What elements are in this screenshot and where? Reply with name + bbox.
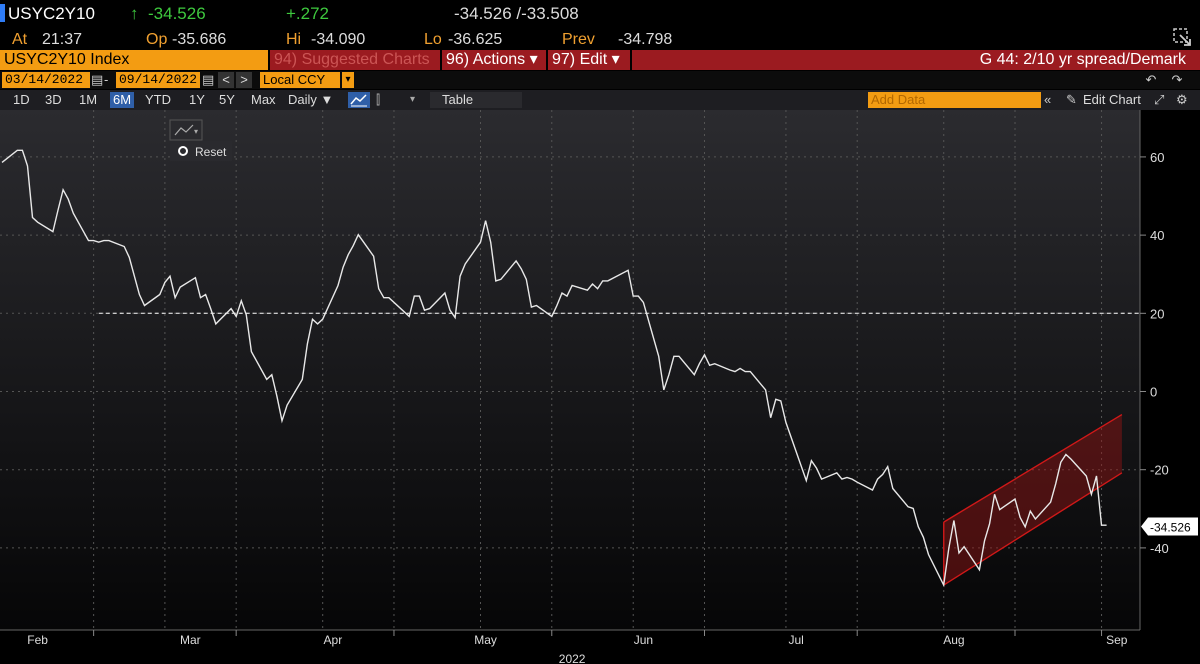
y-tick-label: -20 [1150, 463, 1169, 478]
period-button-3d[interactable]: 3D [45, 92, 62, 107]
x-tick-label: Aug [943, 633, 964, 647]
x-tick-label: Apr [324, 633, 343, 647]
expand-icon[interactable]: ⤢ [1154, 92, 1165, 107]
open-label: Op [146, 31, 168, 48]
y-tick-label: 40 [1150, 228, 1164, 243]
security-field[interactable]: USYC2Y10 Index [0, 50, 268, 70]
x-tick-label: Jun [634, 633, 653, 647]
bid-ask: -34.526 /-33.508 [454, 4, 579, 23]
last-value-tag [1141, 517, 1198, 536]
last-value-label: -34.526 [1150, 520, 1191, 534]
add-data-field[interactable]: Add Data [868, 92, 1041, 108]
end-calendar-icon[interactable]: ▤ [202, 72, 215, 87]
date-range-bar: 03/14/2022 ▤ - 09/14/2022 ▤ < > Local CC… [0, 71, 1200, 89]
chart-style-button[interactable] [169, 119, 203, 141]
net-change: +.272 [286, 4, 330, 23]
next-period-button[interactable]: > [236, 72, 252, 88]
export-icon[interactable] [1172, 27, 1192, 47]
security-flag [0, 4, 5, 22]
chart-style-dropdown-icon: ▾ [194, 127, 198, 136]
x-tick-label: Sep [1106, 633, 1128, 647]
prev-label: Prev [562, 31, 595, 48]
x-tick-label: Feb [27, 633, 48, 647]
high-value: -34.090 [311, 31, 366, 48]
low-label: Lo [424, 31, 442, 48]
redo-icon[interactable]: ↷ [1171, 72, 1183, 87]
period-bar: Daily ▼ ⫿ ▾ Table Add Data « ✎ Edit Char… [0, 90, 1200, 110]
reset-radio-icon [178, 146, 188, 156]
edit-menu[interactable]: 97) Edit ▾ [548, 50, 630, 70]
end-date-field[interactable]: 09/14/2022 [116, 72, 200, 88]
period-button-6m[interactable]: 6M [110, 92, 135, 108]
quote-stats: At 21:37 Op -35.686 Hi -34.090 Lo -36.62… [0, 27, 1200, 49]
table-button[interactable]: Table [430, 92, 522, 108]
pencil-icon[interactable]: ✎ [1066, 92, 1077, 107]
at-time: 21:37 [42, 31, 83, 48]
x-axis-ticks: Feb Mar Apr May Jun Jul Aug Sep 2022 [27, 630, 1128, 664]
last-value-marker: -34.526 [1141, 517, 1198, 536]
y-axis-ticks: 60 40 20 0 -20 -40 [1140, 150, 1169, 556]
x-tick-label: Mar [180, 633, 201, 647]
x-tick-label: Jul [788, 633, 803, 647]
reset-button[interactable] [170, 141, 232, 161]
quote-header: USYC2Y10 ↑ -34.526 +.272 -34.526 /-33.50… [0, 0, 1200, 28]
settings-gear-icon[interactable]: ⚙ [1176, 92, 1188, 107]
period-button-1d[interactable]: 1D [13, 92, 30, 107]
y-tick-label: -40 [1150, 541, 1169, 556]
previous-period-button[interactable]: < [218, 72, 234, 88]
high-label: Hi [286, 31, 302, 48]
bar-chart-icon[interactable]: ⫿ [376, 92, 381, 107]
chart-type-dropdown-icon[interactable]: ▾ [410, 94, 416, 105]
x-tick-label: May [474, 633, 497, 647]
chart-title: G 44: 2/10 yr spread/Demark [632, 50, 1200, 70]
actions-menu[interactable]: 96) Actions ▾ [442, 50, 546, 70]
collapse-icon[interactable]: « [1044, 92, 1052, 107]
currency-select[interactable]: Local CCY [260, 72, 340, 88]
edit-chart-button[interactable]: Edit Chart [1083, 92, 1141, 107]
at-label: At [12, 31, 28, 48]
suggested-charts-button[interactable]: 94) Suggested Charts [270, 50, 440, 70]
ticker[interactable]: USYC2Y10 [8, 4, 95, 23]
channel-fill [943, 414, 1122, 586]
y-tick-label: 20 [1150, 306, 1164, 321]
reset-label: Reset [195, 145, 227, 159]
channel-upper-line [943, 413, 1123, 523]
gridlines [0, 110, 1140, 630]
frequency-select[interactable]: Daily ▼ [288, 92, 334, 107]
period-button-max[interactable]: Max [251, 92, 276, 107]
y-tick-label: 0 [1150, 385, 1157, 400]
currency-dropdown-icon[interactable]: ▾ [342, 72, 354, 88]
y-tick-label: 60 [1150, 150, 1164, 165]
x-axis-year-label: 2022 [559, 652, 586, 664]
start-date-field[interactable]: 03/14/2022 [2, 72, 90, 88]
chart-overlay-controls: ▾ Reset [169, 119, 232, 161]
period-button-ytd[interactable]: YTD [145, 92, 171, 107]
line-chart-icon[interactable] [348, 92, 370, 108]
function-toolbar: USYC2Y10 Index 94) Suggested Charts 96) … [0, 50, 1200, 70]
series-line [1, 149, 1107, 588]
up-arrow-icon: ↑ [130, 4, 139, 23]
date-dash: - [104, 72, 109, 87]
undo-icon[interactable]: ↶ [1145, 72, 1157, 87]
last-price: -34.526 [148, 4, 206, 23]
start-calendar-icon[interactable]: ▤ [91, 72, 104, 87]
prev-value: -34.798 [618, 31, 673, 48]
spread-chart[interactable]: 60 40 20 0 -20 -40 Feb Mar Apr May Jun Jul Aug Sep 20… [0, 110, 1200, 664]
period-button-5y[interactable]: 5Y [219, 92, 235, 107]
open-value: -35.686 [172, 31, 227, 48]
chart-style-icon [174, 124, 194, 136]
period-button-1m[interactable]: 1M [79, 92, 98, 107]
low-value: -36.625 [448, 31, 503, 48]
period-button-1y[interactable]: 1Y [189, 92, 205, 107]
